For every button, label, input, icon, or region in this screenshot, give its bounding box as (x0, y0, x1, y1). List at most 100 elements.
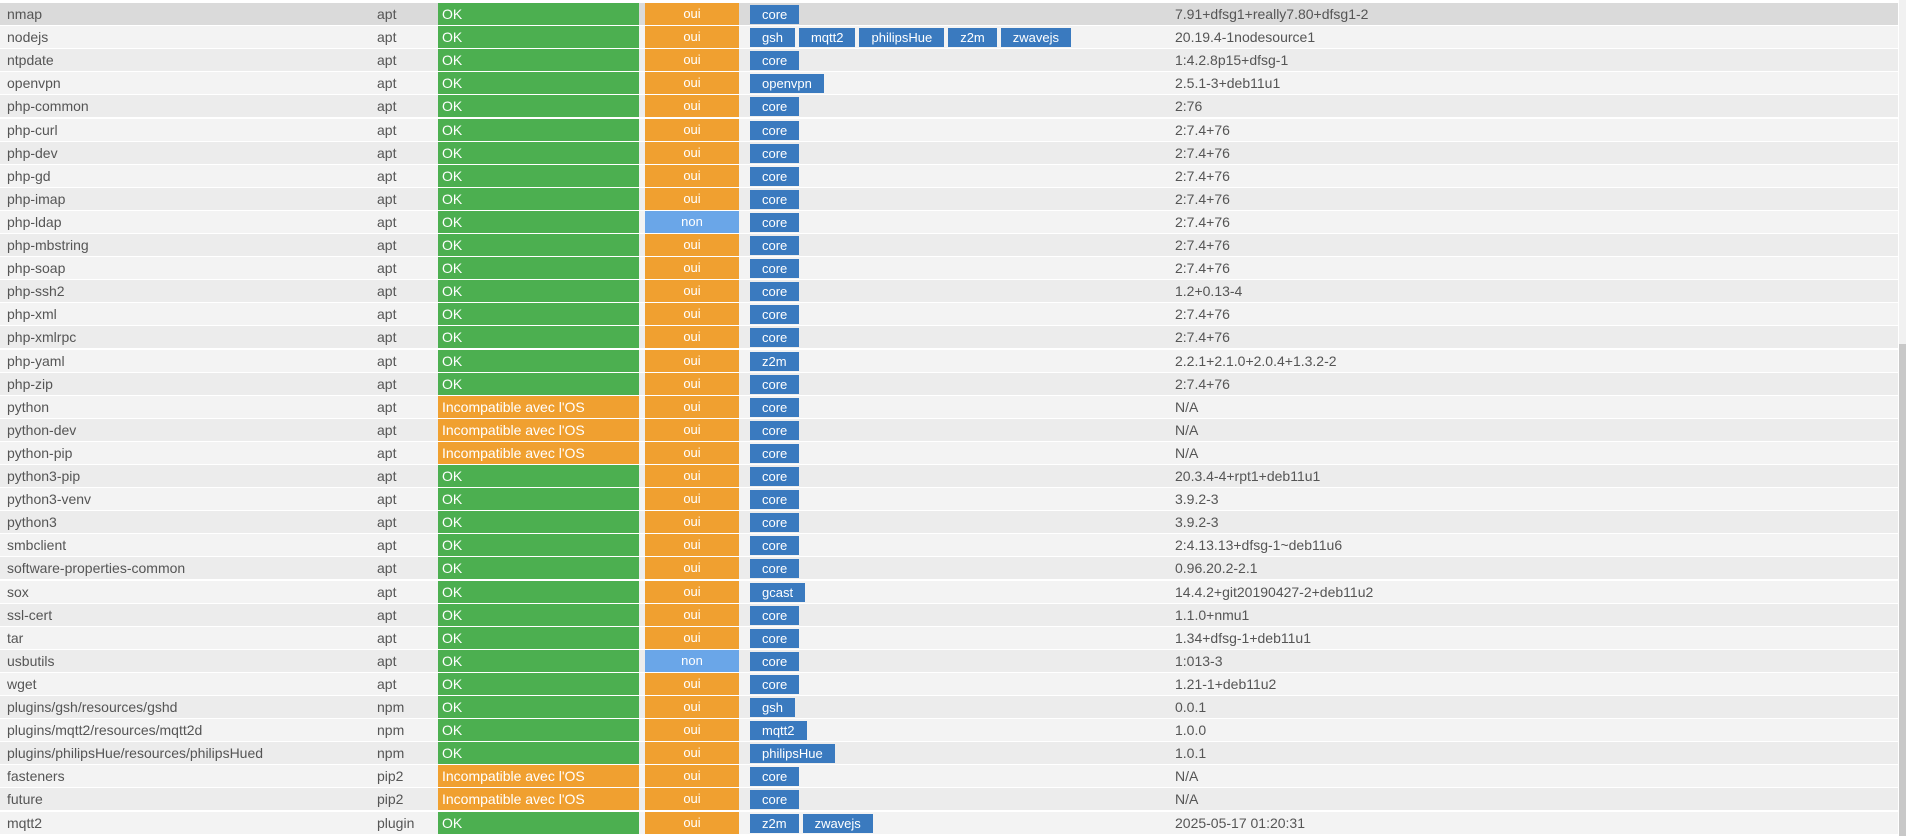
required: oui (645, 395, 739, 418)
required: oui (645, 719, 739, 742)
plugin-tags: core (750, 95, 803, 117)
plugin-tags: core (750, 373, 803, 395)
status: Incompatible avec l'OS (438, 788, 639, 811)
plugin-tags: core (750, 49, 803, 71)
required: oui (645, 26, 739, 49)
status: OK (438, 141, 639, 164)
status: OK (438, 603, 639, 626)
plugin-tag: core (750, 282, 800, 302)
status: OK (438, 465, 639, 487)
plugin-tags: core (750, 165, 803, 187)
required: oui (645, 257, 739, 280)
package-name: sox (7, 583, 29, 600)
package-type: plugin (377, 814, 415, 831)
plugin-tag: core (750, 674, 800, 694)
plugin-tags: gsh (750, 696, 799, 718)
version: 20.19.4-1nodesource1 (1175, 29, 1316, 46)
package-name: python-pip (7, 444, 73, 461)
package-type: apt (377, 237, 397, 253)
package-type: apt (377, 260, 397, 277)
required: oui (645, 788, 739, 811)
required: oui (645, 603, 739, 626)
table-row: wget apt OK oui core 1.21-1+deb11u2 (0, 672, 1898, 695)
plugin-tag: core (750, 559, 800, 579)
scrollbar-thumb[interactable] (1899, 344, 1906, 836)
package-name: php-yaml (7, 352, 65, 369)
plugin-tags: core (750, 557, 803, 579)
table-row: php-xmlrpc apt OK oui core 2:7.4+76 (0, 326, 1898, 349)
table-row: ntpdate apt OK oui core 1:4.2.8p15+dfsg-1 (0, 49, 1898, 72)
package-name: python-dev (7, 421, 77, 438)
status: OK (438, 626, 639, 649)
required: oui (645, 418, 739, 441)
table-row: php-common apt OK oui core 2:76 (0, 95, 1898, 118)
status: Incompatible avec l'OS (438, 441, 639, 464)
version: 2:7.4+76 (1175, 329, 1230, 346)
required: oui (645, 742, 739, 765)
package-type: apt (377, 52, 397, 69)
package-type: pip2 (377, 791, 404, 808)
status: OK (438, 557, 639, 580)
table-row: plugins/gsh/resources/gshd npm OK oui gsh 0.0… (0, 696, 1898, 718)
plugin-tag: philipsHue (750, 744, 835, 764)
plugin-tags: mqtt2 (750, 719, 811, 741)
package-name: openvpn (7, 75, 61, 92)
required: oui (645, 164, 739, 187)
status: OK (438, 742, 639, 765)
plugin-tag: core (750, 651, 800, 671)
package-name: plugins/philipsHue/resources/philipsHued (7, 745, 264, 762)
table-row: python-dev apt Incompatible avec l'OS oui co… (0, 418, 1898, 441)
package-name: wget (7, 675, 37, 692)
table-row: tar apt OK oui core 1.34+dfsg-1+deb11u1 (0, 626, 1898, 649)
plugin-tags: core (750, 673, 803, 695)
required: oui (645, 349, 739, 372)
package-name: php-dev (7, 144, 58, 161)
package-type: apt (377, 121, 397, 138)
table-row: nmap apt OK oui core 7.91+dfsg1+really7.80+df… (0, 3, 1898, 25)
plugin-tag: core (750, 420, 800, 440)
version: N/A (1175, 791, 1199, 808)
status: OK (438, 164, 639, 187)
package-name: usbutils (7, 652, 55, 669)
status: OK (438, 72, 639, 95)
version: 2.5.1-3+deb11u1 (1175, 75, 1281, 92)
table-row: plugins/mqtt2/resources/mqtt2d npm OK oui mq… (0, 719, 1898, 742)
plugin-tag: core (750, 166, 800, 186)
package-name: php-curl (7, 121, 58, 138)
status: OK (438, 349, 639, 372)
status: OK (438, 3, 639, 25)
version: 1.21-1+deb11u2 (1175, 675, 1277, 692)
status: OK (438, 187, 639, 210)
plugin-tag: z2m (948, 28, 997, 48)
table-row: php-gd apt OK oui core 2:7.4+76 (0, 164, 1898, 187)
plugin-tags: core (750, 3, 803, 25)
package-type: apt (377, 444, 397, 461)
table-row: software-properties-common apt OK oui core 0.… (0, 557, 1898, 580)
required: oui (645, 626, 739, 649)
plugin-tag: core (750, 374, 800, 394)
package-name: software-properties-common (7, 560, 186, 577)
plugin-tag: openvpn (750, 74, 824, 94)
required: oui (645, 95, 739, 118)
version: 20.3.4-4+rpt1+deb11u1 (1175, 468, 1321, 484)
package-type: apt (377, 6, 397, 22)
plugin-tags: core (750, 788, 803, 810)
version: 2:7.4+76 (1175, 306, 1230, 323)
plugin-tag: core (750, 605, 800, 625)
plugin-tag: zwavejs (802, 813, 873, 833)
version: 1.34+dfsg-1+deb11u1 (1175, 629, 1311, 646)
plugin-tags: core (750, 465, 803, 487)
plugin-tags: core (750, 234, 803, 256)
version: 2025-05-17 01:20:31 (1175, 814, 1305, 831)
table-row: php-dev apt OK oui core 2:7.4+76 (0, 141, 1898, 164)
table-row: php-zip apt OK oui core 2:7.4+76 (0, 372, 1898, 395)
plugin-tags: openvpn (750, 72, 828, 94)
required: oui (645, 49, 739, 72)
package-type: apt (377, 398, 397, 415)
table-row: php-curl apt OK oui core 2:7.4+76 (0, 118, 1898, 141)
package-type: apt (377, 75, 397, 92)
plugin-tag: z2m (750, 813, 799, 833)
package-type: apt (377, 629, 397, 646)
plugin-tag: core (750, 328, 800, 348)
